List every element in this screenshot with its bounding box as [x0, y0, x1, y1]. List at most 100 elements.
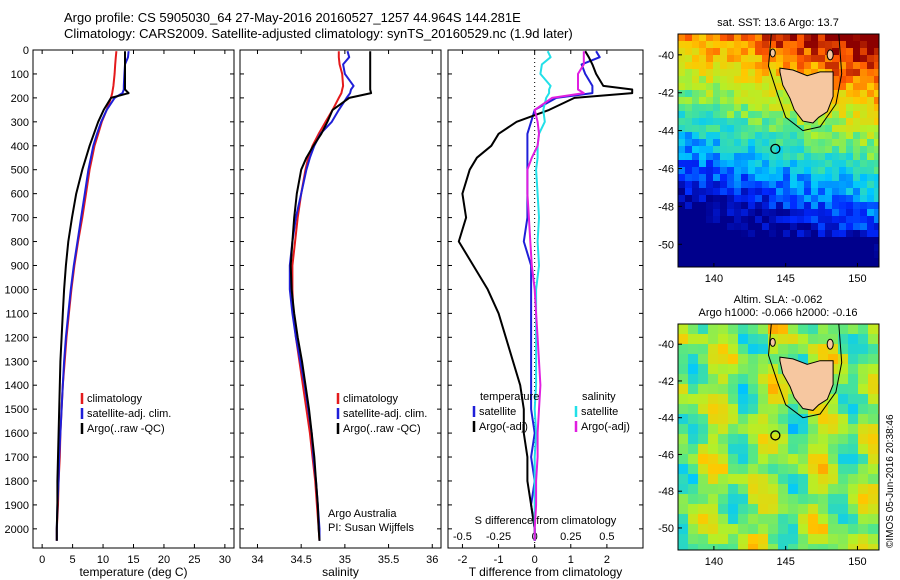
map-cell [878, 374, 879, 385]
map-cell [868, 474, 879, 485]
map-cell [878, 324, 879, 335]
map-field [678, 324, 879, 550]
map-cell [832, 90, 840, 98]
map-cell [718, 354, 729, 365]
map-cell [685, 118, 693, 126]
map-cell [762, 181, 770, 189]
map-cell [720, 265, 728, 267]
legend-label: climatology [87, 393, 143, 405]
map-cell [778, 414, 789, 425]
map-cell [874, 62, 879, 70]
map-cell [738, 524, 749, 535]
map-cell [868, 344, 879, 355]
map-cell [762, 34, 770, 42]
map-cell [698, 444, 709, 455]
map-cell [853, 258, 861, 266]
map-cell [734, 97, 742, 105]
map-cell [706, 251, 714, 259]
map-cell [678, 76, 686, 84]
map-cell [738, 504, 749, 515]
map-cell [698, 394, 709, 405]
map-cell [692, 174, 700, 182]
map-cell [678, 181, 686, 189]
map-cell [790, 153, 798, 161]
map-cell [768, 454, 779, 465]
map-cell [698, 464, 709, 475]
map-cell [699, 90, 707, 98]
map-cell [706, 83, 714, 91]
map-cell [818, 424, 829, 435]
map-cell [708, 484, 719, 495]
map-cell [734, 265, 742, 267]
map-cell [755, 62, 763, 70]
map-cell [832, 216, 840, 224]
map-cell [790, 188, 798, 196]
map-cell [797, 216, 805, 224]
map-cell [804, 181, 812, 189]
map-cell [797, 153, 805, 161]
map-cell [678, 244, 686, 252]
map-cell [699, 132, 707, 140]
map-cell [713, 244, 721, 252]
map-cell [741, 111, 749, 119]
map-cell [804, 237, 812, 245]
legend-label: Argo(-adj) [581, 421, 630, 433]
map-cell [858, 544, 869, 550]
map-cell [776, 160, 784, 168]
map-cell [867, 209, 875, 217]
map-cell [797, 174, 805, 182]
land-king-island [769, 337, 776, 347]
map-cell [860, 230, 868, 238]
plot-frame [32, 49, 235, 549]
map-cell [748, 344, 759, 355]
map-cell [778, 444, 789, 455]
y-tick-label: -50 [658, 239, 674, 251]
map-cell [778, 544, 789, 550]
map-cell [685, 41, 693, 49]
map-cell [776, 125, 784, 133]
map-cell [713, 118, 721, 126]
map-cell [692, 55, 700, 63]
map-cell [769, 237, 777, 245]
map-cell [828, 544, 839, 550]
map-cell [699, 237, 707, 245]
map-cell [738, 454, 749, 465]
map-cell [738, 474, 749, 485]
map-cell [874, 90, 879, 98]
map-cell [718, 344, 729, 355]
map-cell [728, 404, 739, 415]
map-cell [867, 125, 875, 133]
map-cell [811, 251, 819, 259]
map-cell [692, 244, 700, 252]
map-cell [818, 209, 826, 217]
map-cell [878, 334, 879, 345]
map-cell [762, 188, 770, 196]
map-cell [678, 223, 686, 231]
y-tick-label: -42 [658, 88, 674, 100]
map-cell [698, 524, 709, 535]
map-cell [698, 354, 709, 365]
map-cell [776, 258, 784, 266]
map-cell [769, 251, 777, 259]
map-cell [776, 62, 784, 70]
map-cell [734, 230, 742, 238]
map-cell [790, 111, 798, 119]
map-cell [853, 209, 861, 217]
map-cell [867, 48, 875, 56]
map-cell [783, 34, 791, 42]
map-cell [853, 223, 861, 231]
map-cell [853, 83, 861, 91]
map-cell [818, 118, 826, 126]
map-cell [798, 484, 809, 495]
map-cell [776, 202, 784, 210]
map-cell [762, 153, 770, 161]
map-cell [727, 62, 735, 70]
map-cell [727, 251, 735, 259]
map-cell [708, 434, 719, 445]
map-cell [769, 111, 777, 119]
map-cell [776, 90, 784, 98]
map-cell [762, 251, 770, 259]
map-cell [839, 160, 847, 168]
map-cell [846, 48, 854, 56]
map-cell [713, 181, 721, 189]
